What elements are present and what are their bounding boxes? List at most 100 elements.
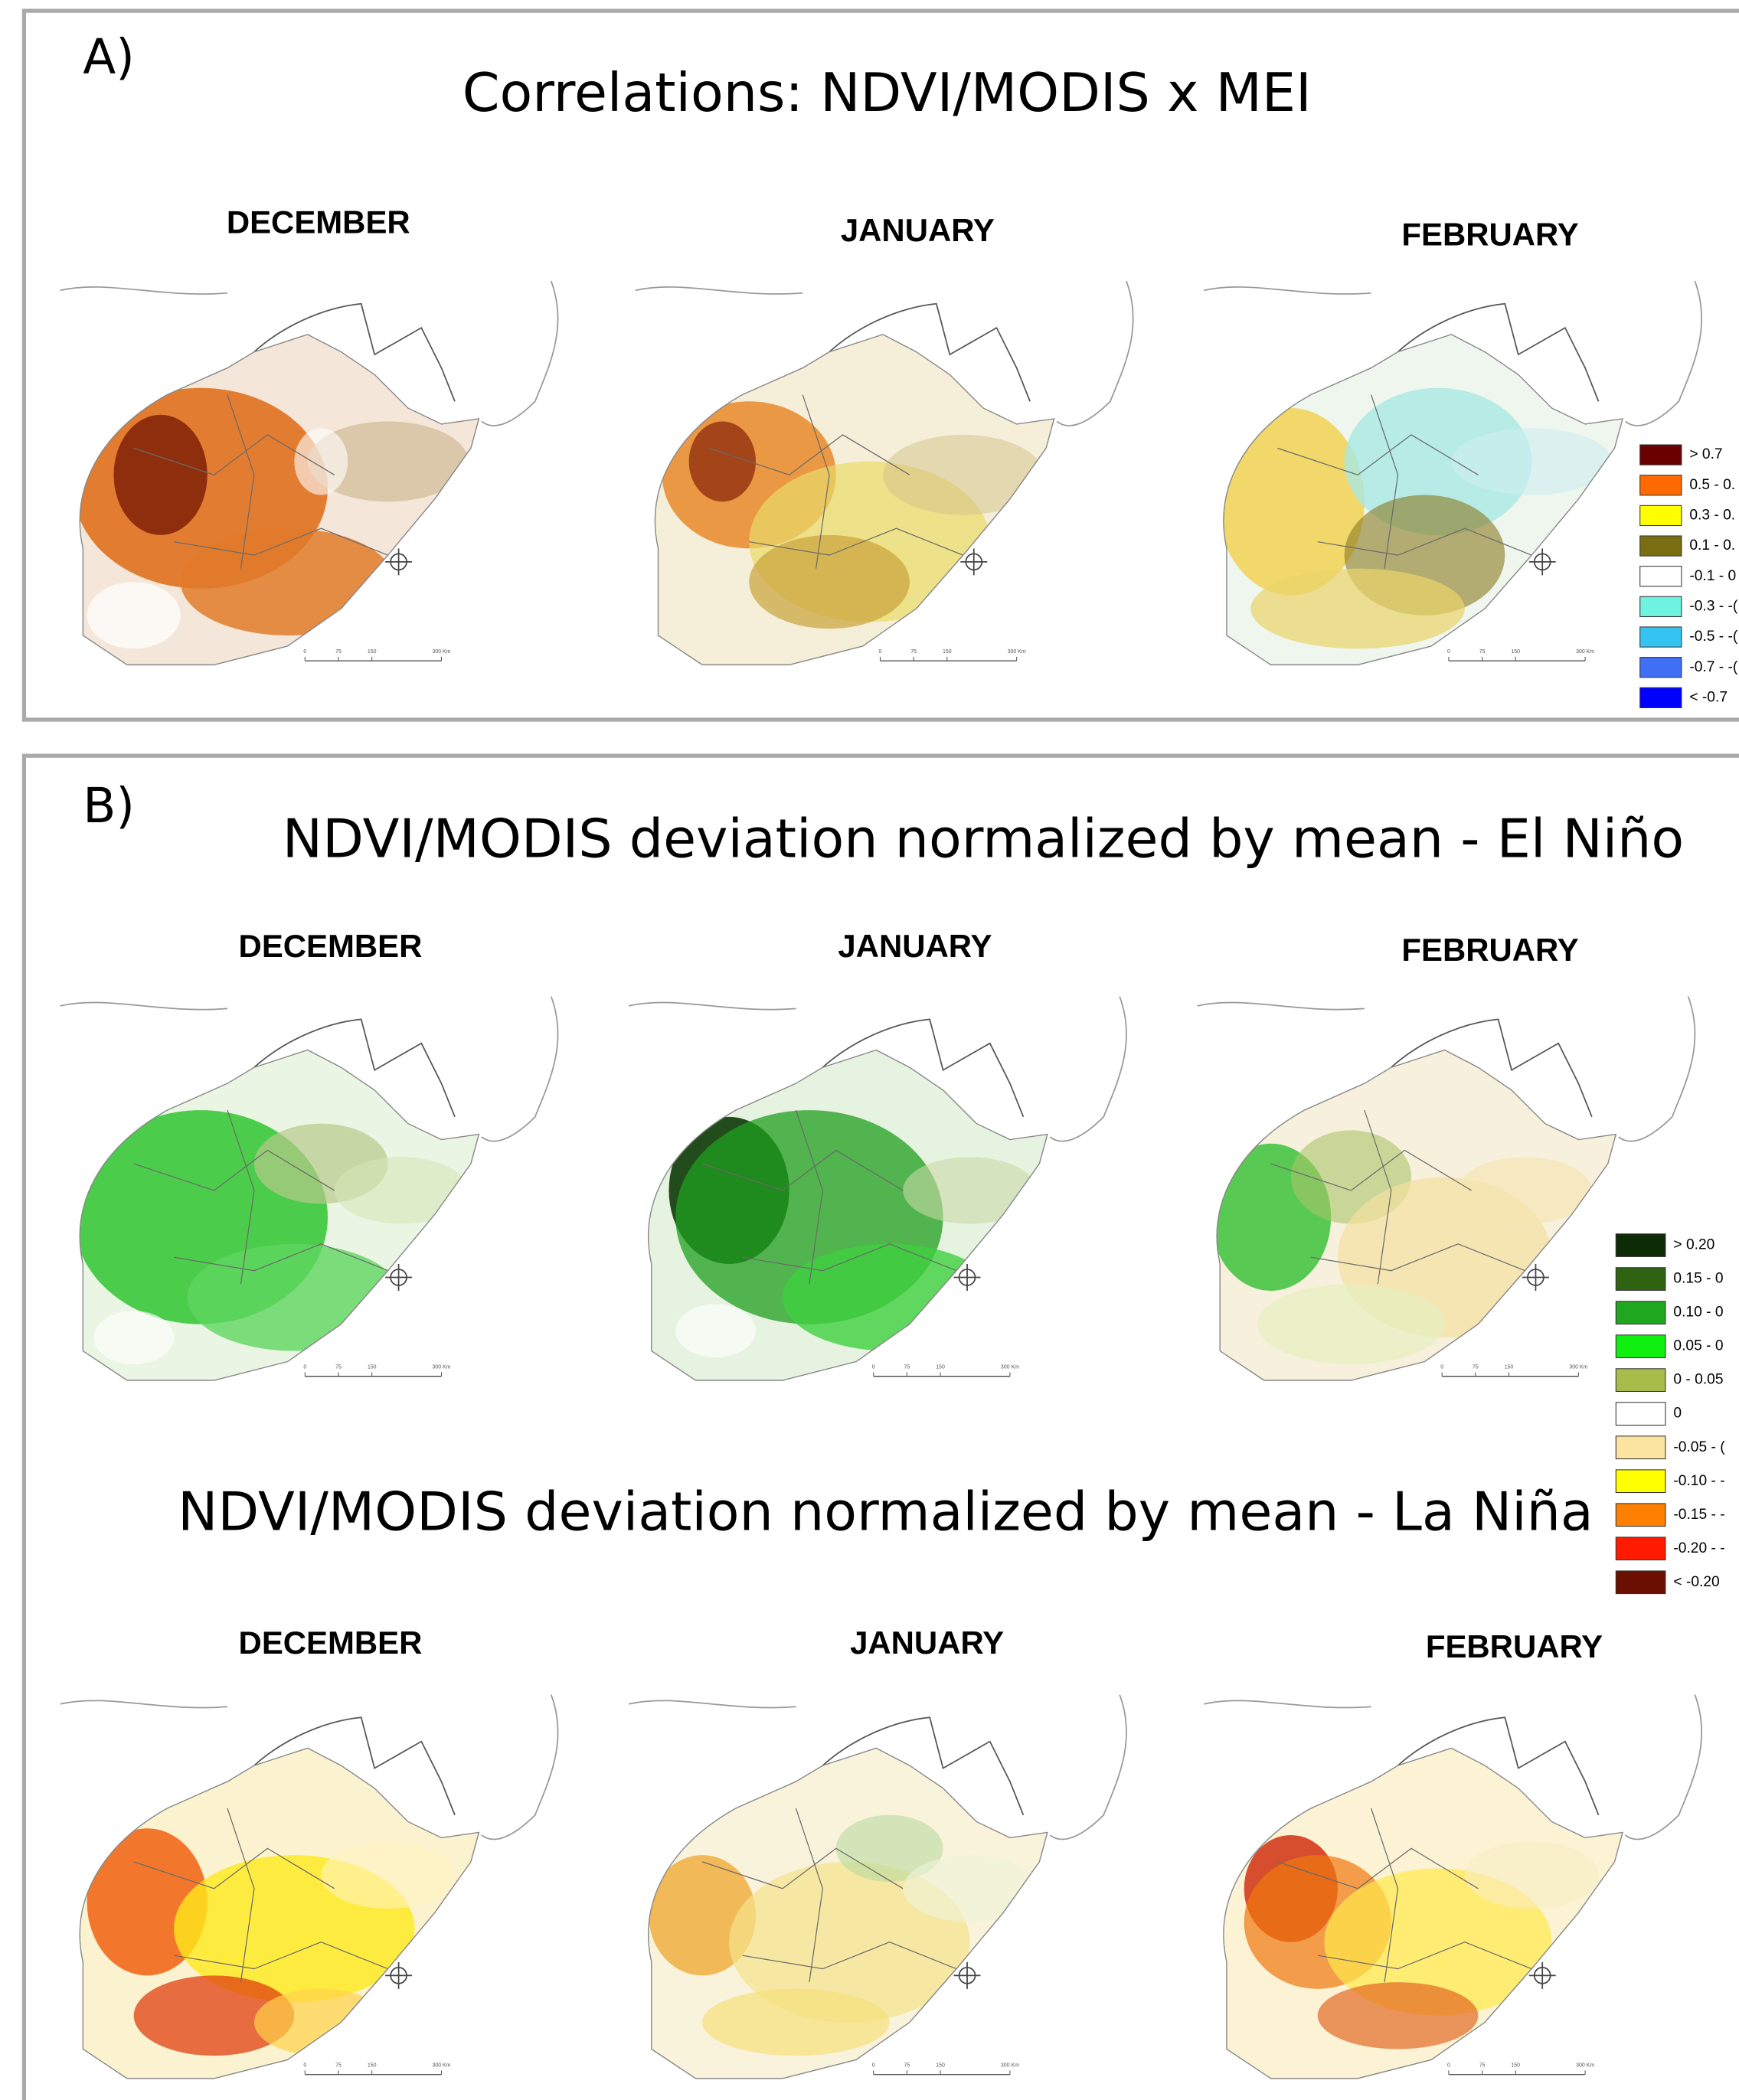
map-patch bbox=[675, 1304, 757, 1358]
coastline bbox=[60, 996, 559, 1142]
panel-label: B) bbox=[83, 778, 135, 834]
legend-swatch bbox=[1639, 566, 1682, 587]
scale-label: 150 bbox=[1511, 2062, 1520, 2068]
legend-label: > 0.7 bbox=[1689, 446, 1722, 462]
compass-needle bbox=[1522, 1264, 1549, 1291]
legend-swatch bbox=[1639, 505, 1682, 527]
map: 0 75 150 300 Km bbox=[60, 1694, 559, 2079]
legend-label: 0.1 - 0. bbox=[1689, 537, 1735, 554]
legend-swatch bbox=[1615, 1267, 1666, 1291]
legend-label: -0.7 - -( bbox=[1689, 659, 1738, 675]
map-patch bbox=[321, 1841, 455, 1909]
legend-swatch bbox=[1615, 1233, 1666, 1257]
map-patch bbox=[1257, 1284, 1445, 1365]
scale-label: 300 Km bbox=[432, 649, 450, 655]
coastline bbox=[628, 996, 1127, 1142]
month-label: DECEMBER bbox=[239, 928, 423, 964]
scale-label: 75 bbox=[1479, 2062, 1486, 2068]
map-patch bbox=[688, 421, 757, 502]
scale-label: 0 bbox=[879, 649, 882, 655]
map: 0 75 150 300 Km bbox=[635, 280, 1134, 666]
region-outline bbox=[79, 1747, 480, 2079]
internal-boundary bbox=[708, 394, 964, 569]
month-label: JANUARY bbox=[841, 212, 995, 248]
coastline bbox=[628, 1694, 1127, 1840]
compass-needle bbox=[1528, 548, 1556, 576]
coastline bbox=[60, 1694, 559, 1840]
internal-boundary bbox=[1277, 394, 1532, 569]
internal-boundary bbox=[1270, 1109, 1525, 1285]
scale-label: 0 bbox=[872, 2062, 875, 2068]
legend-swatch bbox=[1639, 657, 1682, 678]
month-label: FEBRUARY bbox=[1401, 932, 1578, 968]
legend-label: -0.20 - - bbox=[1673, 1540, 1724, 1556]
legend-swatch bbox=[1639, 687, 1682, 708]
map-patch bbox=[253, 1988, 388, 2056]
region-outline bbox=[79, 1049, 480, 1381]
compass-needle bbox=[953, 1264, 981, 1291]
scale-label: 150 bbox=[368, 1364, 377, 1370]
internal-boundary bbox=[1277, 1808, 1532, 1983]
month-label: FEBRUARY bbox=[1426, 1628, 1603, 1664]
map-patch bbox=[87, 582, 181, 649]
scale-label: 150 bbox=[368, 2062, 377, 2068]
region-outline bbox=[648, 1049, 1048, 1381]
month-label: JANUARY bbox=[850, 1625, 1004, 1661]
map: 0 75 150 300 Km bbox=[628, 1694, 1127, 2079]
region-outline bbox=[79, 334, 480, 666]
region-outline bbox=[654, 334, 1055, 666]
legend-label: 0.15 - 0 bbox=[1673, 1271, 1723, 1287]
border-outline bbox=[822, 1018, 1025, 1118]
coastline bbox=[1204, 1694, 1703, 1840]
border-outline bbox=[253, 1716, 456, 1816]
scale-label: 300 Km bbox=[1569, 1364, 1587, 1370]
legend-swatch bbox=[1615, 1402, 1666, 1426]
map-patch bbox=[113, 414, 208, 535]
legend-label: -0.1 - 0 bbox=[1689, 568, 1736, 584]
scale-label: 0 bbox=[303, 2062, 306, 2068]
scale-label: 0 bbox=[1447, 2062, 1450, 2068]
legend-label: -0.05 - ( bbox=[1673, 1439, 1725, 1455]
legend-swatch bbox=[1615, 1537, 1666, 1561]
scale-label: 150 bbox=[943, 649, 952, 655]
month-label: DECEMBER bbox=[239, 1625, 423, 1661]
legend-label: 0 - 0.05 bbox=[1673, 1372, 1723, 1388]
compass-needle bbox=[960, 548, 988, 576]
map-patch bbox=[1464, 1841, 1599, 1909]
coastline bbox=[1197, 996, 1696, 1142]
scale-label: 0 bbox=[303, 1364, 306, 1370]
scale-label: 0 bbox=[1440, 1364, 1443, 1370]
map-patch bbox=[1324, 1868, 1552, 2016]
scale-label: 300 Km bbox=[1001, 1364, 1019, 1370]
legend-label: < -0.20 bbox=[1673, 1574, 1719, 1590]
map-patch bbox=[749, 534, 910, 629]
border-outline bbox=[1397, 302, 1600, 402]
border-outline bbox=[1397, 1716, 1600, 1816]
map-patch bbox=[294, 428, 348, 495]
legend-label: -0.15 - - bbox=[1673, 1507, 1724, 1523]
map: 0 75 150 300 Km bbox=[60, 996, 559, 1381]
month-label: FEBRUARY bbox=[1401, 216, 1578, 252]
legend-label: < -0.7 bbox=[1689, 689, 1728, 705]
legend-swatch bbox=[1615, 1435, 1666, 1460]
legend-swatch bbox=[1615, 1469, 1666, 1494]
scale-label: 150 bbox=[1511, 649, 1520, 655]
coastline bbox=[60, 280, 559, 426]
legend-label: -0.3 - -( bbox=[1689, 598, 1738, 614]
panel-b-frame bbox=[21, 753, 1739, 2100]
compass-needle bbox=[385, 1264, 413, 1291]
border-outline bbox=[829, 302, 1031, 402]
compass-needle bbox=[385, 548, 413, 576]
region-outline bbox=[1216, 1049, 1617, 1381]
month-label: JANUARY bbox=[838, 928, 992, 964]
map-patch bbox=[903, 1157, 1037, 1224]
scale-label: 300 Km bbox=[1008, 649, 1026, 655]
legend-label: 0.3 - 0. bbox=[1689, 508, 1735, 524]
map-patch bbox=[702, 1988, 890, 2056]
map: 0 75 150 300 Km bbox=[628, 996, 1127, 1381]
internal-boundary bbox=[133, 1808, 388, 1983]
map: 0 75 150 300 Km bbox=[60, 280, 559, 666]
scale-label: 150 bbox=[1505, 1364, 1514, 1370]
